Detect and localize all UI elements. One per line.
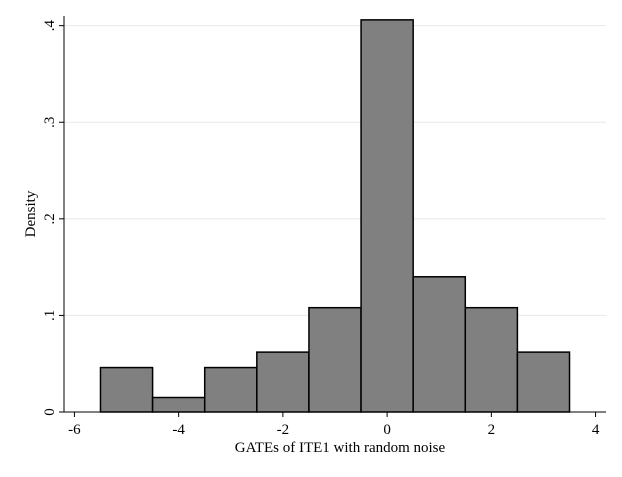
histogram-bar-1 — [151, 396, 206, 413]
histogram-bar-2 — [203, 366, 258, 413]
x-tick-label-0: -6 — [68, 422, 81, 438]
histogram-bar-4 — [308, 306, 362, 413]
x-tick-label-1: -4 — [172, 422, 185, 438]
gridlines — [64, 25, 606, 316]
x-tick-label-2: -2 — [277, 422, 290, 438]
x-tick-label-4: 2 — [488, 422, 496, 438]
x-tick-label-3: 0 — [383, 422, 391, 438]
y-tick-label-0: 0 — [42, 408, 58, 416]
axes: 0 .1 .2 .3 .4 -6 -4 -2 0 2 4 — [42, 16, 606, 438]
x-axis-title: GATEs of ITE1 with random noise — [235, 440, 446, 456]
y-tick-label-2: .2 — [42, 213, 58, 224]
histogram-bar-5 — [360, 19, 414, 413]
histogram-bar-0 — [99, 366, 154, 413]
histogram-bar-7 — [464, 306, 519, 413]
y-tick-label-3: .3 — [42, 117, 58, 128]
y-tick-label-4: .4 — [42, 20, 58, 32]
x-tick-label-5: 4 — [592, 422, 600, 438]
y-tick-label-1: .1 — [42, 310, 58, 321]
histogram-bars — [99, 19, 571, 413]
histogram-bar-3 — [256, 351, 310, 413]
histogram-bar-6 — [412, 276, 467, 413]
y-axis-title: Density — [23, 190, 39, 237]
histogram-bar-8 — [516, 351, 571, 413]
